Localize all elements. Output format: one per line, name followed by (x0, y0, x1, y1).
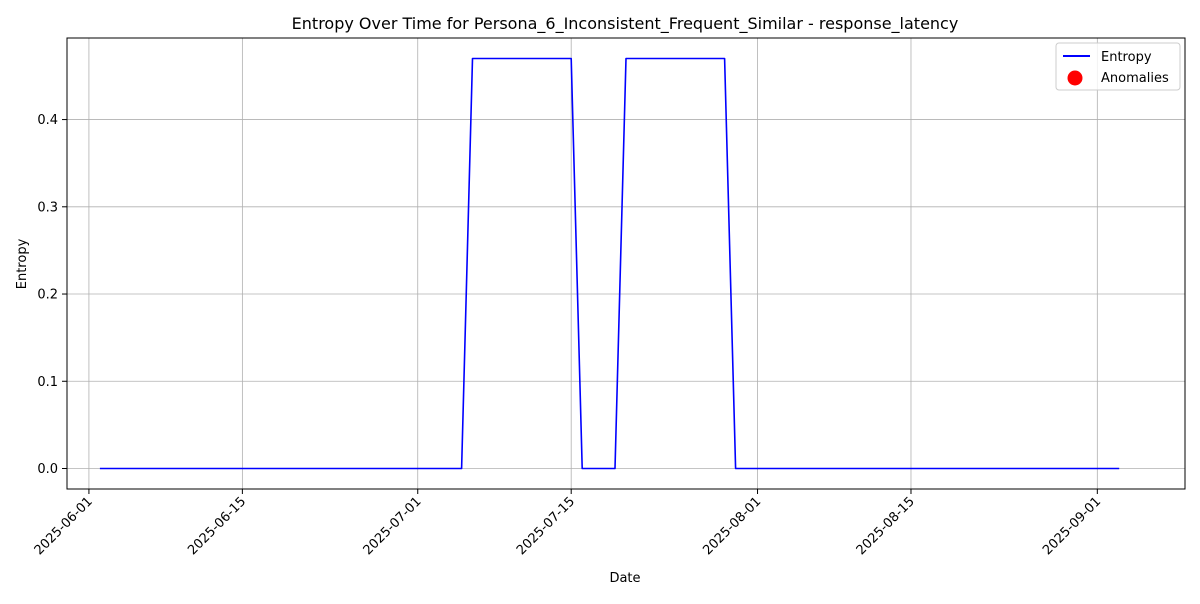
series-line-entropy (99, 57, 1120, 470)
series-layer (99, 57, 1120, 470)
y-axis-label: Entropy (15, 238, 30, 289)
y-tick-label: 0.4 (37, 113, 58, 128)
legend-entropy-label: Entropy (1101, 50, 1152, 65)
grid-lines (67, 38, 1185, 489)
legend-anomalies-label: Anomalies (1101, 71, 1169, 86)
legend-box (1055, 42, 1181, 91)
chart-title: Entropy Over Time for Persona_6_Inconsis… (292, 14, 959, 34)
y-tick-label: 0.2 (37, 288, 58, 303)
y-tick-label: 0.0 (37, 462, 58, 477)
y-axis: 0.0 0.1 0.2 0.3 0.4 (37, 113, 67, 477)
legend-anomalies-marker (1067, 70, 1083, 86)
plot-frame (66, 37, 1186, 490)
y-tick-label: 0.3 (37, 200, 58, 215)
legend: Entropy Anomalies (1055, 42, 1181, 91)
x-axis-label: Date (609, 571, 640, 586)
y-tick-label: 0.1 (37, 375, 58, 390)
